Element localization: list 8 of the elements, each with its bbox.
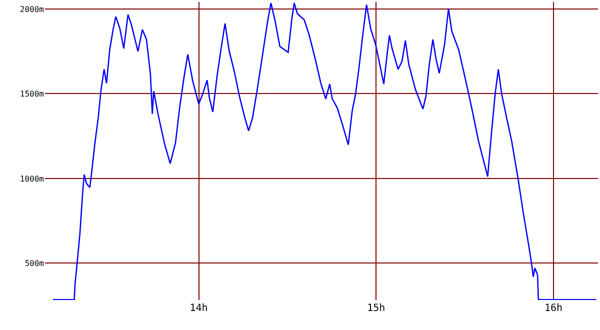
- x-tick-label: 15h: [367, 303, 386, 314]
- y-tick-label: 1000m: [20, 174, 44, 184]
- line-series: [52, 2, 598, 300]
- x-tick-label: 16h: [544, 303, 563, 314]
- y-tick-label: 1500m: [20, 90, 44, 99]
- y-tick-label: 2000m: [20, 4, 44, 14]
- y-tick-label: 500m: [24, 259, 44, 268]
- x-tick-label: 14h: [190, 303, 208, 314]
